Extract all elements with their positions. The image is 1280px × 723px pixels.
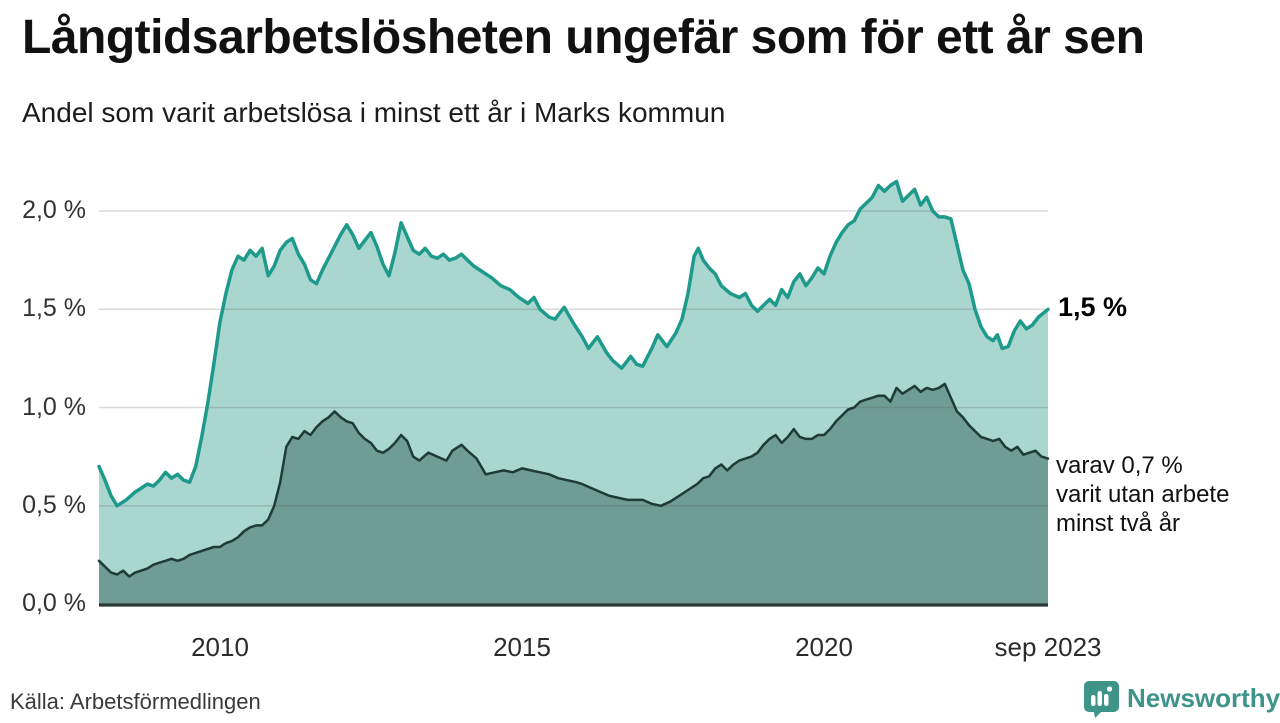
data-line-series-2 <box>97 382 1050 578</box>
data-line-series-1 <box>97 179 1050 508</box>
